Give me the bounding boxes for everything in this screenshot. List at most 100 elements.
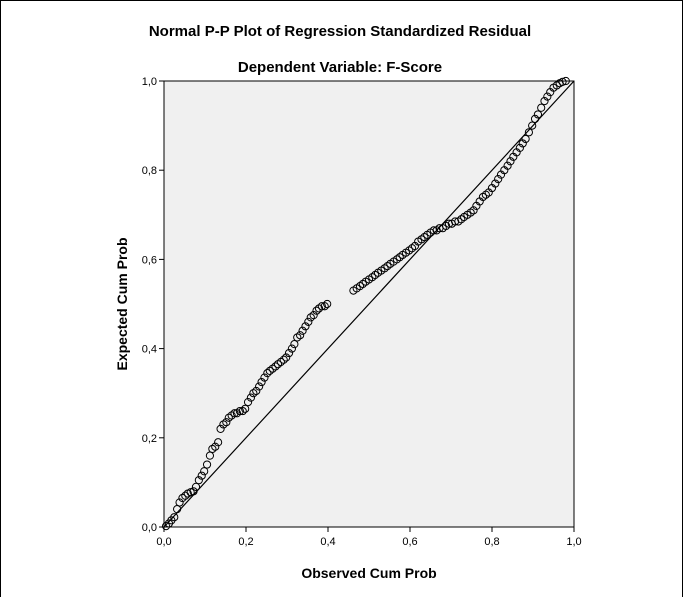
data-point — [558, 77, 567, 86]
data-point — [260, 373, 269, 382]
data-point — [304, 317, 313, 326]
data-point — [301, 322, 310, 331]
data-point — [469, 206, 478, 215]
data-point — [211, 442, 220, 451]
data-point — [491, 179, 500, 188]
data-point — [368, 273, 377, 282]
data-point — [306, 313, 315, 322]
data-point — [200, 467, 209, 476]
y-tick-label: 0,8 — [142, 165, 157, 177]
data-point — [309, 311, 318, 320]
data-point — [238, 406, 247, 416]
y-tick-label: 0,4 — [142, 344, 157, 356]
data-point — [296, 331, 305, 340]
data-point — [320, 302, 329, 311]
data-point — [429, 226, 438, 235]
x-tick-label: 0,6 — [402, 536, 417, 548]
data-point — [219, 420, 228, 429]
data-point — [287, 344, 297, 353]
data-point — [197, 471, 206, 480]
data-point — [175, 498, 184, 507]
data-point — [246, 393, 256, 402]
data-point — [441, 221, 451, 231]
data-point — [249, 389, 258, 398]
data-point — [454, 217, 463, 226]
data-point — [478, 192, 488, 202]
data-point — [528, 121, 537, 130]
data-point — [194, 476, 203, 485]
data-point — [395, 253, 404, 262]
data-point — [466, 208, 475, 217]
data-point — [521, 134, 530, 144]
data-point — [265, 366, 274, 375]
data-point — [515, 143, 524, 152]
x-axis-label: Observed Cum Prob — [301, 565, 436, 581]
data-point — [230, 409, 239, 418]
data-point — [314, 304, 324, 313]
data-point — [383, 261, 392, 271]
data-point — [371, 270, 380, 280]
data-point — [263, 369, 272, 378]
data-point — [420, 233, 429, 242]
data-point — [481, 190, 490, 199]
data-point — [284, 348, 294, 358]
data-point — [191, 482, 201, 491]
data-point — [323, 299, 332, 309]
data-point — [227, 411, 236, 420]
chart-subtitle: Dependent Variable: F-Score — [238, 59, 442, 76]
data-point — [224, 413, 233, 422]
x-tick-label: 0,8 — [484, 536, 499, 548]
data-point — [552, 81, 561, 90]
data-point — [252, 386, 261, 396]
data-point — [457, 215, 466, 224]
data-point — [222, 418, 231, 427]
data-point — [241, 404, 250, 413]
data-point — [276, 357, 285, 367]
y-axis-label: Expected Cum Prob — [114, 237, 130, 370]
data-point — [202, 460, 212, 469]
y-tick-label: 0,2 — [142, 433, 157, 445]
data-point — [243, 398, 253, 407]
data-point — [298, 326, 307, 335]
x-tick-label: 0,4 — [320, 536, 335, 548]
data-point — [216, 424, 225, 433]
data-point — [232, 409, 242, 418]
data-point — [178, 493, 187, 503]
y-tick-label: 0,0 — [142, 522, 157, 534]
reference-line — [163, 80, 575, 528]
data-point — [417, 235, 426, 244]
data-point — [317, 302, 326, 311]
chart-title: Normal P-P Plot of Regression Standardiz… — [149, 23, 531, 40]
data-point — [255, 382, 264, 391]
data-point — [405, 246, 414, 255]
data-point — [518, 139, 527, 148]
data-point — [380, 264, 389, 273]
data-point — [533, 110, 543, 119]
x-tick-label: 0,2 — [238, 536, 253, 548]
data-point — [494, 175, 503, 184]
data-point — [273, 360, 283, 369]
y-tick-label: 1,0 — [142, 76, 157, 88]
data-point — [161, 522, 171, 531]
data-point — [540, 96, 549, 106]
data-point — [290, 340, 299, 349]
data-point — [214, 438, 223, 447]
data-points — [161, 76, 570, 531]
data-point — [358, 279, 367, 289]
data-point — [189, 487, 198, 496]
data-point — [293, 333, 302, 342]
data-point — [530, 114, 540, 124]
data-point — [268, 364, 277, 373]
data-point — [561, 76, 570, 86]
x-tick-label: 1,0 — [566, 536, 581, 548]
data-point — [279, 355, 288, 364]
data-point — [392, 255, 401, 264]
data-point — [257, 377, 266, 387]
data-point — [355, 282, 365, 291]
data-point — [170, 513, 179, 522]
axis-ticks: 0,0 0,2 0,4 0,6 0,8 1,0 0,0 0,2 0,4 0,6 0,8 1,0 — [142, 76, 582, 548]
y-tick-label: 0,6 — [142, 254, 157, 266]
data-point — [537, 103, 546, 112]
data-point — [312, 306, 321, 315]
